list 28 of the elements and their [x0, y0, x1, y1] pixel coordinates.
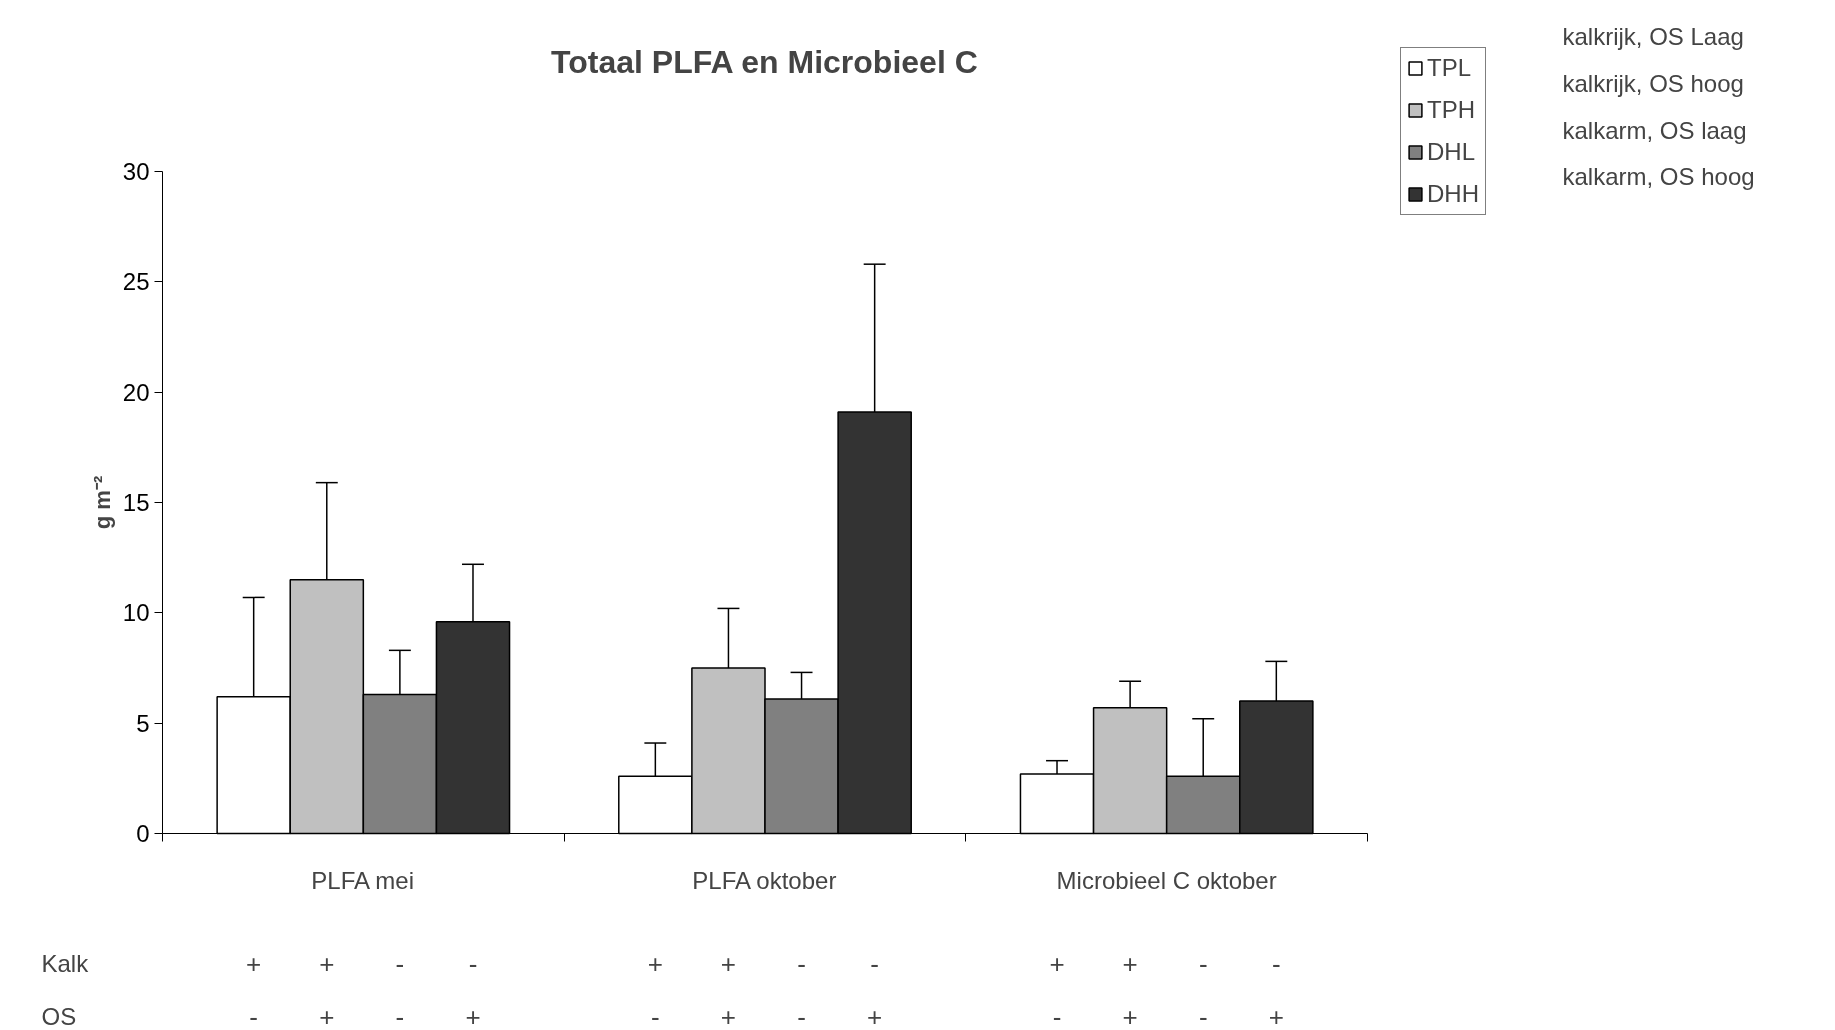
text: Kalk — [41, 950, 90, 977]
text: kalkrijk, OS hoog — [1562, 70, 1744, 97]
text: - + - + — [249, 1001, 481, 1030]
text: + + - - — [1049, 948, 1281, 979]
x-tick-label: PLFA mei — [311, 867, 415, 894]
y-tick-label: 10 — [122, 599, 150, 627]
text: kalkrijk, OS Laag — [1562, 23, 1744, 50]
legend-label: TPL — [1427, 54, 1472, 82]
text: + + - - — [647, 948, 879, 979]
y-tick-label: 30 — [122, 158, 150, 185]
legend-label: DHL — [1427, 138, 1476, 166]
text: kalkarm, OS laag — [1562, 117, 1747, 144]
chart-title: Totaal PLFA en Microbieel C — [551, 43, 978, 80]
y-tick-label: 25 — [122, 268, 150, 296]
y-tick-label: 5 — [136, 709, 150, 737]
y-tick-label: 20 — [122, 378, 150, 406]
text: OS — [41, 1003, 77, 1030]
x-tick-label: Microbieel C oktober — [1056, 867, 1277, 894]
y-axis-title: g m⁻² — [89, 475, 115, 530]
legend-label: TPH — [1427, 96, 1475, 124]
y-tick-label: 15 — [122, 489, 150, 516]
x-tick-label: PLFA oktober — [692, 867, 837, 894]
text: kalkarm, OS hoog — [1562, 163, 1755, 190]
text: - + - + — [651, 1001, 883, 1030]
text: + + - - — [246, 948, 478, 979]
text: - + - + — [1052, 1001, 1284, 1030]
y-tick-label: 0 — [136, 820, 150, 847]
legend-label: DHH — [1427, 180, 1479, 208]
